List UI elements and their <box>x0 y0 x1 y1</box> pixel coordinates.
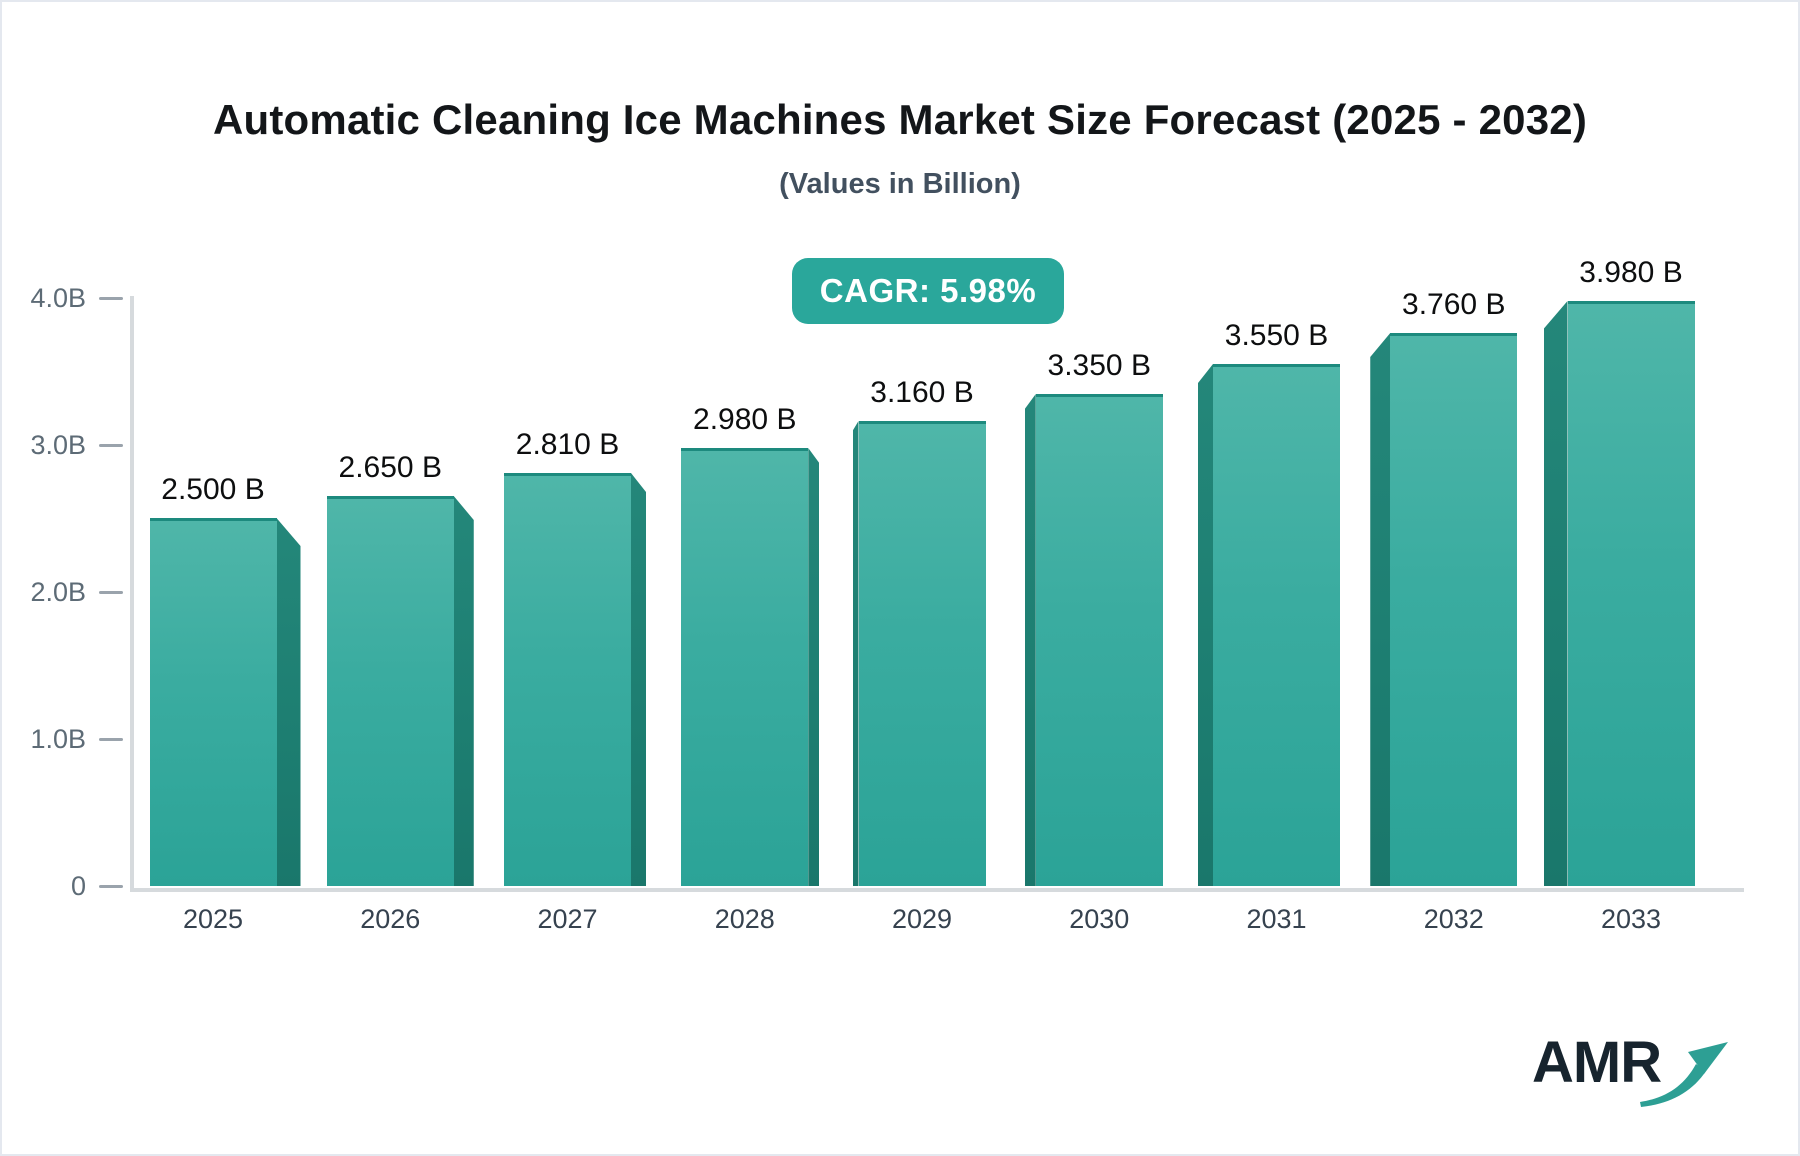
bar-2031 <box>1198 364 1340 886</box>
bar-2025 <box>149 518 301 886</box>
bar-2027 <box>504 473 646 886</box>
bar-value-label: 2.810 B <box>515 428 620 461</box>
x-axis-year-label: 2026 <box>360 904 421 934</box>
y-axis-tick-dash <box>99 297 123 300</box>
bar-value-label: 3.760 B <box>1402 288 1506 321</box>
bar-side-face <box>276 518 301 886</box>
bar-front-face <box>149 518 277 886</box>
bar-side-face <box>1543 301 1568 886</box>
y-axis-tick-dash <box>99 885 123 888</box>
chart-subtitle: (Values in Billion) <box>779 168 1021 200</box>
x-axis-year-label: 2027 <box>537 904 598 934</box>
bar-value-label: 2.980 B <box>693 403 797 436</box>
bar-front-face <box>1567 301 1695 886</box>
amr-logo: AMR <box>1532 1028 1732 1118</box>
y-axis-tick-dash <box>99 738 123 741</box>
bar-value-label: 3.160 B <box>870 376 974 409</box>
bar-2028 <box>681 448 820 886</box>
bar-front-face <box>326 496 454 886</box>
trend-up-arrow-icon <box>1640 1042 1728 1107</box>
x-axis-year-label: 2029 <box>891 904 953 934</box>
y-axis-tick-dash <box>99 591 123 594</box>
cagr-badge: CAGR: 5.98% <box>792 258 1064 324</box>
y-axis-line <box>130 296 134 888</box>
y-axis-tick-label: 2.0B <box>30 577 86 607</box>
bar-side-face <box>852 421 859 886</box>
bar-front-face <box>1035 394 1163 886</box>
bar-2030 <box>1024 394 1163 886</box>
x-axis-year-label: 2032 <box>1423 904 1484 934</box>
y-axis-tick-label: 4.0B <box>30 283 86 313</box>
bar-value-label: 2.650 B <box>338 451 442 484</box>
bar-2029 <box>852 421 986 886</box>
x-axis-year-label: 2030 <box>1069 904 1130 934</box>
bar-value-label: 3.350 B <box>1047 349 1151 382</box>
bar-side-face <box>453 496 474 886</box>
bar-value-label: 2.500 B <box>161 473 265 506</box>
bar-2032 <box>1370 333 1518 886</box>
bar-value-label: 3.550 B <box>1224 319 1329 352</box>
chart-title: Automatic Cleaning Ice Machines Market S… <box>212 96 1588 143</box>
bar-side-face <box>1024 394 1036 886</box>
bar-2026 <box>326 496 474 886</box>
bar-value-label: 3.980 B <box>1579 256 1683 289</box>
y-axis-tick-label: 1.0B <box>30 724 86 754</box>
bar-side-face <box>1198 364 1213 886</box>
bar-front-face <box>1390 333 1518 886</box>
bar-front-face <box>858 421 986 886</box>
x-axis-year-label: 2025 <box>182 904 244 934</box>
y-axis-tick-label: 0 <box>70 871 86 901</box>
y-axis-tick-dash <box>99 444 123 447</box>
y-axis-tick-label: 3.0B <box>30 430 86 460</box>
amr-logo-text: AMR <box>1532 1030 1662 1095</box>
bar-side-face <box>1370 333 1391 886</box>
x-axis-year-label: 2033 <box>1600 904 1662 934</box>
bar-side-face <box>631 473 646 886</box>
cagr-badge-label: CAGR: 5.98% <box>819 272 1037 309</box>
x-axis-year-label: 2028 <box>714 904 775 934</box>
x-axis-year-label: 2031 <box>1246 904 1307 934</box>
bar-2033 <box>1543 301 1695 886</box>
bar-front-face <box>504 473 631 886</box>
bar-front-face <box>681 448 809 886</box>
bar-side-face <box>808 448 820 886</box>
x-axis-line <box>130 888 1744 892</box>
bar-front-face <box>1213 364 1340 886</box>
